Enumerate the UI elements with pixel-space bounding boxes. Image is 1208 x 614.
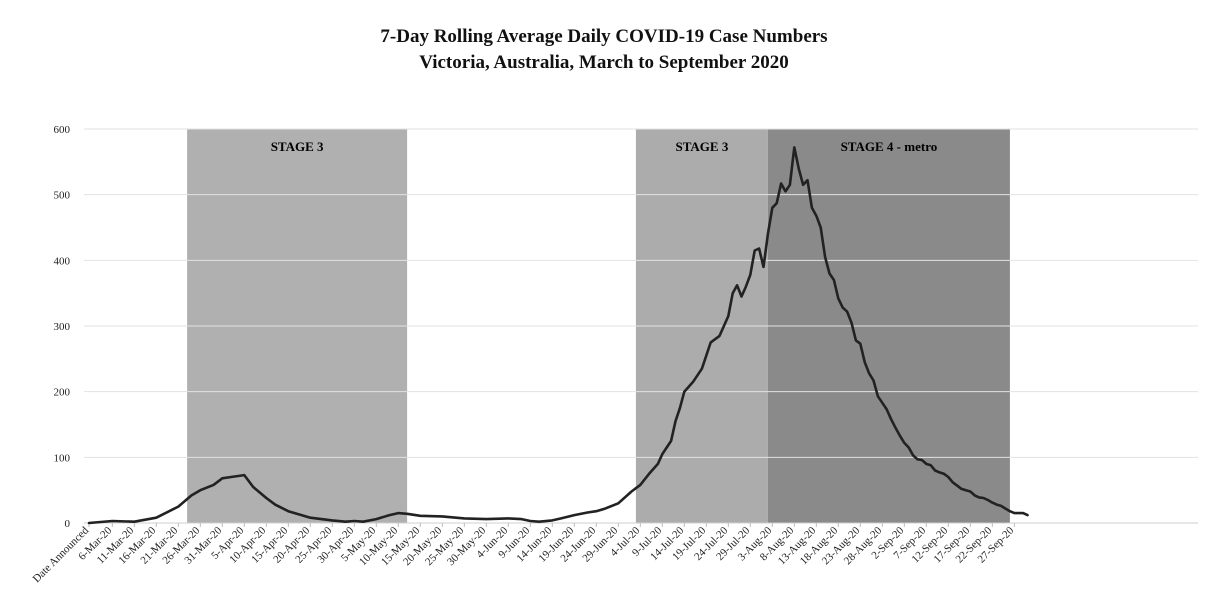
chart-subtitle: Victoria, Australia, March to September … [419,52,789,73]
y-tick-label: 400 [54,255,71,267]
stage-band-label-2: STAGE 3 [675,139,728,154]
y-tick-label: 300 [54,321,71,333]
series-line-1 [87,146,1029,525]
stage-band-label-3: STAGE 4 - metro [841,139,938,154]
stage-band-label-1: STAGE 3 [271,139,324,154]
chart-title: 7-Day Rolling Average Daily COVID-19 Cas… [380,26,828,47]
y-tick-label: 500 [54,190,71,202]
y-tick-label: 0 [65,518,71,530]
y-tick-label: 200 [54,387,71,399]
y-tick-label: 100 [54,452,71,464]
y-tick-label: 600 [54,124,71,136]
